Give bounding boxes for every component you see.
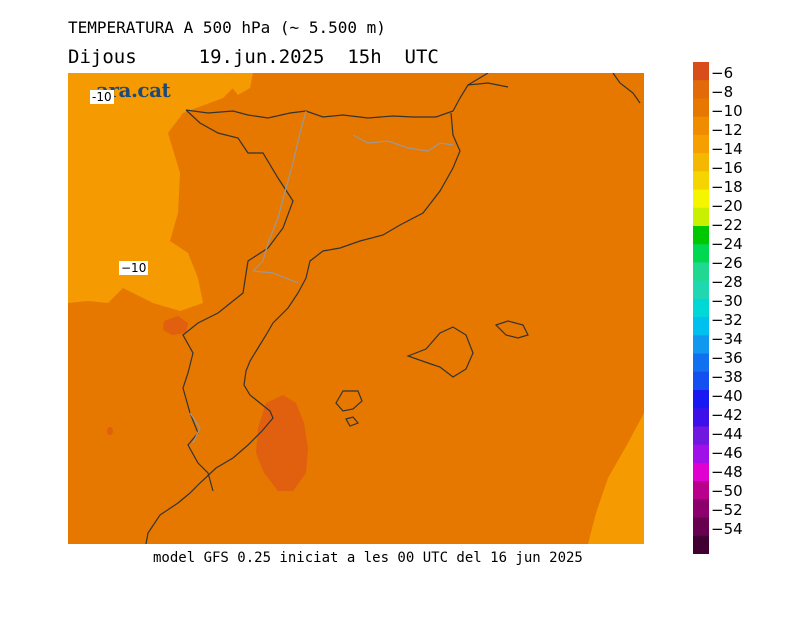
- legend-label: −24: [711, 235, 743, 253]
- legend-label: −8: [711, 83, 734, 101]
- color-legend: [693, 62, 709, 554]
- legend-label: −52: [711, 501, 743, 519]
- legend-label: −22: [711, 216, 743, 234]
- legend-label: −20: [711, 197, 743, 215]
- legend-swatch: [693, 371, 709, 391]
- model-info: model GFS 0.25 iniciat a les 00 UTC del …: [153, 550, 583, 566]
- legend-swatch: [693, 171, 709, 191]
- legend-label: −32: [711, 311, 743, 329]
- legend-swatch: [693, 153, 709, 172]
- legend-swatch: [693, 499, 709, 519]
- legend-label: −50: [711, 482, 743, 500]
- minus8-region-small: [163, 316, 188, 335]
- legend-swatch: [693, 280, 709, 300]
- forecast-day: Dijous: [68, 46, 137, 68]
- legend-swatch: [693, 335, 709, 355]
- minus10-region-top: [228, 73, 253, 95]
- legend-swatch: [693, 62, 709, 81]
- legend-swatch: [693, 462, 709, 482]
- legend-label: −42: [711, 406, 743, 424]
- borders: [189, 110, 454, 444]
- minus8-region-south: [256, 395, 308, 491]
- legend-swatch: [693, 353, 709, 373]
- legend-label: −28: [711, 273, 743, 291]
- legend-swatch: [693, 262, 709, 282]
- legend-swatch: [693, 134, 709, 154]
- legend-swatch: [693, 317, 709, 336]
- legend-label: −14: [711, 140, 743, 158]
- legend-label: −54: [711, 520, 743, 538]
- legend-swatch: [693, 80, 709, 99]
- legend-label: −10: [711, 102, 743, 120]
- contour-label-nw: -10: [90, 90, 114, 104]
- legend-swatch: [693, 517, 709, 537]
- coastlines: [145, 73, 641, 544]
- legend-label: −46: [711, 444, 743, 462]
- legend-swatch: [693, 226, 709, 245]
- minus10-region-se: [588, 413, 644, 544]
- contour-label-west: −10: [119, 261, 149, 275]
- temperature-map: [68, 73, 644, 544]
- legend-swatch: [693, 244, 709, 263]
- legend-label: −38: [711, 368, 743, 386]
- legend-label: −12: [711, 121, 743, 139]
- forecast-time: 19.jun.2025 15h UTC: [198, 46, 439, 68]
- legend-label: −18: [711, 178, 743, 196]
- legend-label: −30: [711, 292, 743, 310]
- legend-label: −26: [711, 254, 743, 272]
- legend-swatch: [693, 116, 709, 136]
- minus10-region-nw: [68, 73, 233, 311]
- chart-title: TEMPERATURA A 500 hPa (~ 5.500 m): [68, 18, 386, 37]
- legend-swatch: [693, 207, 709, 227]
- legend-swatch: [693, 444, 709, 464]
- legend-label: −44: [711, 425, 743, 443]
- forecast-datetime: Dijous 19.jun.2025 15h UTC: [68, 46, 439, 68]
- legend-swatch: [693, 535, 709, 554]
- legend-swatch: [693, 98, 709, 118]
- legend-label: −34: [711, 330, 743, 348]
- minus8-dot: [107, 427, 113, 435]
- legend-swatch: [693, 298, 709, 318]
- legend-swatch: [693, 481, 709, 500]
- legend-label: −6: [711, 64, 734, 82]
- legend-swatch: [693, 390, 709, 409]
- legend-label: −40: [711, 387, 743, 405]
- legend-swatch: [693, 408, 709, 427]
- legend-swatch: [693, 189, 709, 209]
- legend-swatch: [693, 426, 709, 446]
- legend-label: −36: [711, 349, 743, 367]
- legend-label: −16: [711, 159, 743, 177]
- legend-label: −48: [711, 463, 743, 481]
